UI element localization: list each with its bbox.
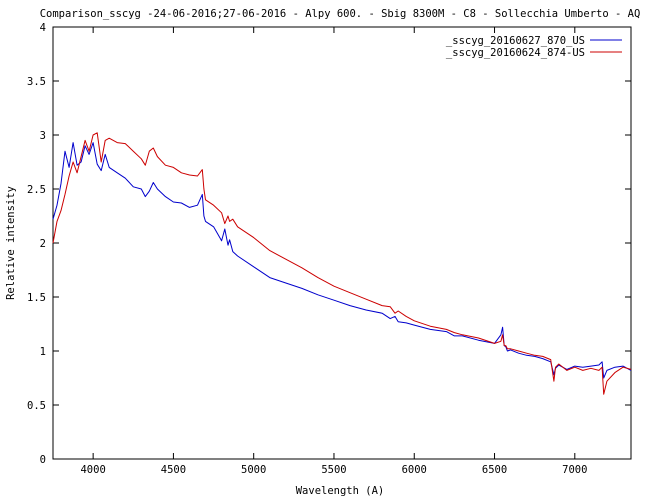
- axis-ticks: 4000 4500 5000 5500 6000 6500 7000 0 0.5 1 1.5 2 2.5…: [27, 22, 631, 476]
- y-tick-label: 2: [40, 238, 46, 250]
- y-tick-label: 1: [40, 346, 46, 358]
- y-tick-label: 4: [40, 22, 46, 34]
- x-tick-label: 4500: [161, 464, 186, 476]
- y-tick-label: 0.5: [27, 400, 46, 412]
- series-line-1: [52, 142, 632, 379]
- y-tick-label: 0: [40, 454, 46, 466]
- y-tick-label: 2.5: [27, 184, 46, 196]
- x-tick-label: 6500: [482, 464, 507, 476]
- y-axis-label: Relative intensity: [5, 186, 17, 300]
- y-tick-label: 3: [40, 130, 46, 142]
- series-lines: [52, 132, 632, 395]
- y-tick-label: 3.5: [27, 76, 46, 88]
- x-tick-label: 5500: [321, 464, 346, 476]
- chart-title: Comparison_sscyg -24-06-2016;27-06-2016 …: [40, 8, 641, 20]
- x-tick-label: 6000: [402, 464, 427, 476]
- x-axis-label: Wavelength (A): [296, 485, 385, 497]
- y-tick-label: 1.5: [27, 292, 46, 304]
- series-line-2: [52, 132, 632, 395]
- x-tick-label: 7000: [562, 464, 587, 476]
- x-tick-label: 5000: [241, 464, 266, 476]
- plot-frame: [52, 26, 632, 460]
- legend-label-2: _sscyg_20160624_874-US: [446, 47, 585, 59]
- legend-label-1: _sscyg_20160627_870_US: [446, 35, 585, 47]
- x-tick-label: 4000: [80, 464, 105, 476]
- legend: _sscyg_20160627_870_US_sscyg_20160624_87…: [446, 35, 622, 59]
